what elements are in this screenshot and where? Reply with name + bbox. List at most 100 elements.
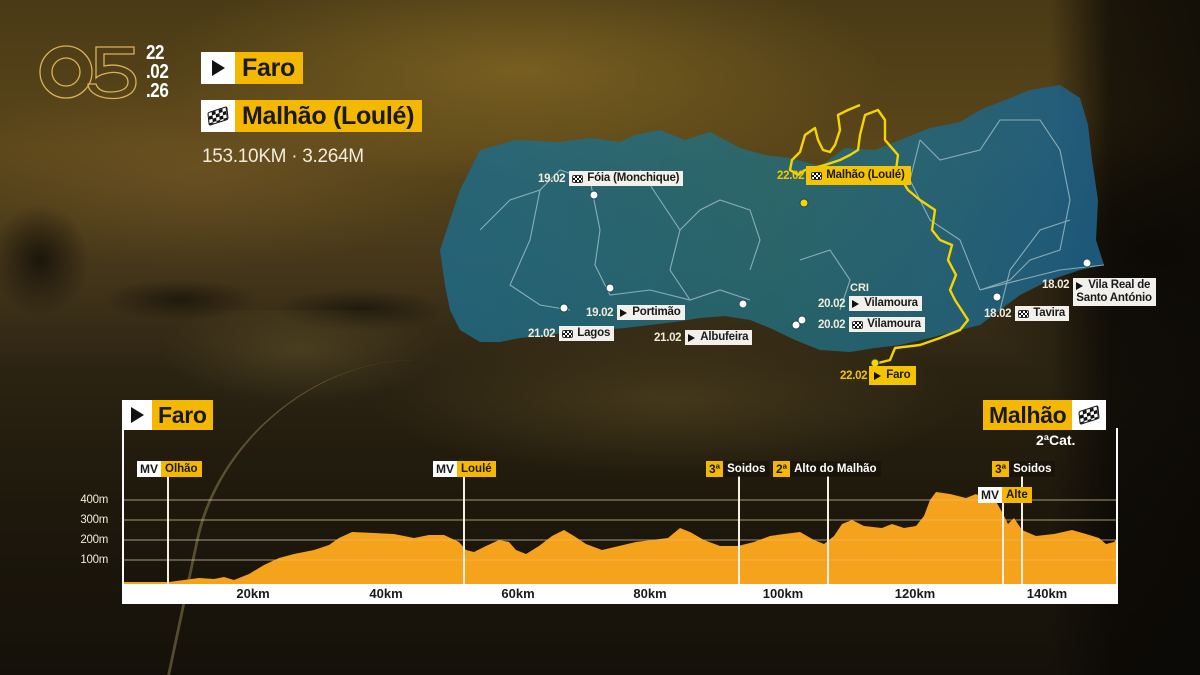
finish-category: 2ªCat. (1036, 432, 1076, 448)
label-date: 20.02 (818, 318, 846, 331)
label-date: 21.02 (654, 331, 682, 344)
label-place: Portimão (632, 306, 681, 318)
label-place: Fóia (Monchique) (587, 172, 680, 184)
marker-name: Alto do Malhão (790, 461, 881, 477)
map-label-foia: 19.02 Fóia (Monchique) (538, 171, 684, 186)
marker-kind: 3ª (992, 461, 1010, 477)
stage-start-tag: Faro (201, 52, 303, 84)
x-tick-140: 140km (1026, 586, 1068, 601)
x-tick-60: 60km (501, 586, 535, 601)
map-label-vrsa: 18.02 Vila Real de Santo António (1042, 278, 1156, 306)
profile-start-name: Faro (152, 400, 213, 430)
date-day: 22 (146, 42, 165, 64)
label-place: Albufeira (700, 331, 749, 343)
finish-flag-icon (1018, 309, 1030, 318)
marker-line-loule (463, 476, 465, 584)
label-date: 21.02 (528, 327, 556, 340)
label-date: 22.02 (777, 169, 805, 182)
marker-line-soidos-1 (738, 476, 740, 584)
cri-label: CRI (850, 282, 869, 294)
stage-finish-name: Malhão (Loulé) (235, 100, 423, 132)
label-place: Vilamoura (867, 318, 921, 330)
start-play-icon (688, 333, 696, 342)
profile-area (124, 492, 1116, 584)
label-date: 18.02 (1042, 279, 1070, 291)
stage-finish-tag: Malhão (Loulé) (201, 100, 423, 132)
marker-mv-olhao: MV Olhão (137, 461, 202, 477)
label-place: Vila Real de (1088, 279, 1151, 291)
map-label-portimao: 19.02 Portimão (586, 305, 685, 320)
finish-flag-icon (811, 171, 823, 180)
start-play-icon (211, 60, 225, 76)
marker-kind: MV (137, 461, 161, 477)
map-label-malhao: 22.02 Malhão (Loulé) (777, 166, 911, 185)
finish-flag-icon (852, 320, 864, 329)
label-place: Malhão (Loulé) (826, 169, 905, 181)
marker-name: Alte (1002, 487, 1032, 503)
y-label-300: 300m (80, 514, 108, 526)
marker-line-soidos-2 (1021, 476, 1023, 584)
profile-finish-name: Malhão (983, 400, 1073, 430)
map-label-lagos: 21.02 Lagos (528, 326, 615, 341)
x-tick-40: 40km (369, 586, 403, 601)
label-place-line2: Santo António (1076, 292, 1152, 304)
y-label-200: 200m (80, 534, 108, 546)
label-place: Faro (886, 369, 911, 381)
map-label-vilamoura-finish: 20.02 Vilamoura (818, 317, 925, 332)
x-tick-80: 80km (633, 586, 667, 601)
stage-start-name: Faro (235, 52, 303, 84)
background-trees (0, 200, 460, 330)
marker-cat3-soidos: 3ª Soidos (706, 461, 770, 477)
marker-cat2-alto-malhao: 2ª Alto do Malhão (773, 461, 881, 477)
label-date: 19.02 (538, 172, 566, 185)
algarve-map: 19.02 Fóia (Monchique) 19.02 Portimão 21… (420, 80, 1156, 385)
marker-mv-alte: MV Alte (978, 487, 1032, 503)
stage-number-logo (39, 45, 137, 100)
marker-kind: MV (433, 461, 457, 477)
marker-line-alte (1002, 500, 1004, 584)
label-place: Lagos (577, 327, 611, 339)
finish-flag-icon (572, 174, 584, 183)
label-place: Vilamoura (864, 297, 918, 309)
map-label-faro: 22.02 Faro (840, 366, 917, 385)
marker-name: Loulé (457, 461, 496, 477)
date-month: .02 (146, 61, 169, 83)
finish-flag-icon (562, 329, 574, 338)
x-tick-100: 100km (762, 586, 804, 601)
marker-name: Soidos (1009, 461, 1056, 477)
stage-stats: 153.10KM · 3.264M (202, 146, 364, 167)
checkered-flag-icon (1078, 405, 1101, 425)
marker-line-olhao (167, 476, 169, 584)
label-place: Tavira (1033, 307, 1066, 319)
x-tick-20: 20km (236, 586, 270, 601)
start-play-icon (1076, 281, 1084, 290)
km-axis: 20km 40km 60km 80km 100km 120km 140km (122, 584, 1118, 604)
label-date: 20.02 (818, 297, 846, 310)
x-tick-120: 120km (894, 586, 936, 601)
marker-kind: 3ª (706, 461, 724, 477)
start-play-icon (852, 299, 860, 308)
profile-finish-tag: Malhão (983, 400, 1107, 430)
profile-start-tag: Faro (122, 400, 213, 430)
marker-line-alto-malhao (827, 476, 829, 584)
checkered-flag-icon (207, 106, 229, 126)
map-label-vilamoura-start: 20.02 Vilamoura (818, 296, 922, 311)
y-label-100: 100m (80, 554, 108, 566)
marker-cat3-soidos-2: 3ª Soidos (992, 461, 1056, 477)
marker-kind: MV (978, 487, 1002, 503)
marker-name: Soidos (723, 461, 770, 477)
marker-name: Olhão (161, 461, 202, 477)
marker-mv-loule: MV Loulé (433, 461, 496, 477)
start-play-icon (130, 407, 144, 423)
start-play-icon (874, 371, 882, 380)
label-date: 22.02 (840, 369, 868, 382)
y-label-400: 400m (80, 494, 108, 506)
map-label-tavira: 18.02 Tavira (984, 306, 1070, 321)
map-label-albufeira: 21.02 Albufeira (654, 330, 753, 345)
start-play-icon (620, 308, 628, 317)
label-date: 19.02 (586, 306, 614, 319)
marker-kind: 2ª (773, 461, 791, 477)
map-shape (440, 85, 1105, 368)
date-year: .26 (146, 80, 169, 102)
